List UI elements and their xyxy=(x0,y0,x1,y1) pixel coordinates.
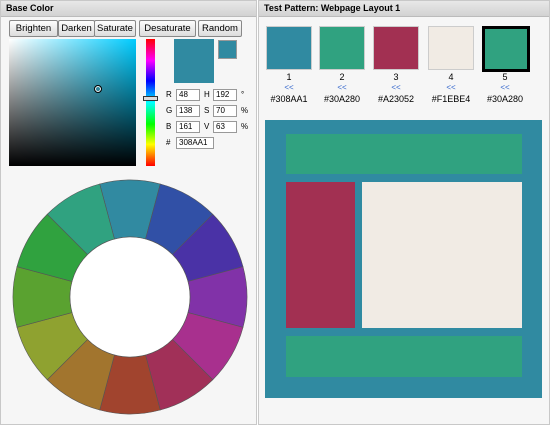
field-label: G xyxy=(166,106,173,115)
right-panel: Test Pattern: Webpage Layout 1 1 << #308AA… xyxy=(258,0,550,425)
swatch[interactable] xyxy=(319,26,365,70)
swatch-link[interactable]: << xyxy=(500,83,510,92)
button[interactable]: Darken xyxy=(58,20,95,37)
button[interactable]: Desaturate xyxy=(139,20,196,37)
swatch-hex: #30A280 xyxy=(323,94,361,104)
text-input[interactable]: 192 xyxy=(213,89,237,101)
field-label: # xyxy=(166,138,171,147)
unit-label: % xyxy=(241,122,249,131)
text-input[interactable]: 63 xyxy=(213,121,237,133)
button[interactable]: Saturate xyxy=(94,20,136,37)
text-input[interactable]: 308AA1 xyxy=(176,137,214,149)
unit-label: % xyxy=(241,106,249,115)
color-wheel[interactable] xyxy=(1,171,256,423)
swatch-number: 2 xyxy=(339,72,345,82)
button[interactable]: Random xyxy=(198,20,242,37)
small-swatch xyxy=(218,40,237,59)
swatch-hex: #F1EBE4 xyxy=(431,94,471,104)
button[interactable]: Brighten xyxy=(9,20,58,37)
swatch-link[interactable]: << xyxy=(284,83,294,92)
color-picker[interactable] xyxy=(9,39,136,166)
swatch-link[interactable]: << xyxy=(337,83,347,92)
text-input[interactable]: 138 xyxy=(176,105,200,117)
wheel-center xyxy=(69,236,191,358)
swatch-number: 3 xyxy=(393,72,399,82)
swatch-number: 1 xyxy=(286,72,292,82)
field-label: R xyxy=(166,90,172,99)
swatch-link[interactable]: << xyxy=(446,83,456,92)
swatch-hex: #308AA1 xyxy=(270,94,308,104)
panel-title: Test Pattern: Webpage Layout 1 xyxy=(259,1,549,17)
swatch[interactable] xyxy=(428,26,474,70)
text-input[interactable]: 70 xyxy=(213,105,237,117)
text-input[interactable]: 161 xyxy=(176,121,200,133)
swatch[interactable] xyxy=(482,26,530,72)
field-label: V xyxy=(204,122,210,131)
unit-label: ° xyxy=(241,90,245,99)
swatch-link[interactable]: << xyxy=(391,83,401,92)
swatch[interactable] xyxy=(266,26,312,70)
swatch-hex: #A23052 xyxy=(377,94,415,104)
panel-title: Base Color xyxy=(1,1,256,17)
hue-slider[interactable] xyxy=(143,39,158,166)
left-panel: Base Color R 48 H 192 ° G 138 S 70% B 161 V 63% #308A… xyxy=(0,0,257,425)
swatch-number: 4 xyxy=(448,72,454,82)
text-input[interactable]: 48 xyxy=(176,89,200,101)
field-label: S xyxy=(204,106,210,115)
layout-preview xyxy=(265,120,542,398)
swatch-number: 5 xyxy=(502,72,508,82)
swatch-hex: #30A280 xyxy=(486,94,524,104)
swatch[interactable] xyxy=(373,26,419,70)
base-swatch xyxy=(174,39,214,83)
field-label: H xyxy=(204,90,210,99)
field-label: B xyxy=(166,122,172,131)
